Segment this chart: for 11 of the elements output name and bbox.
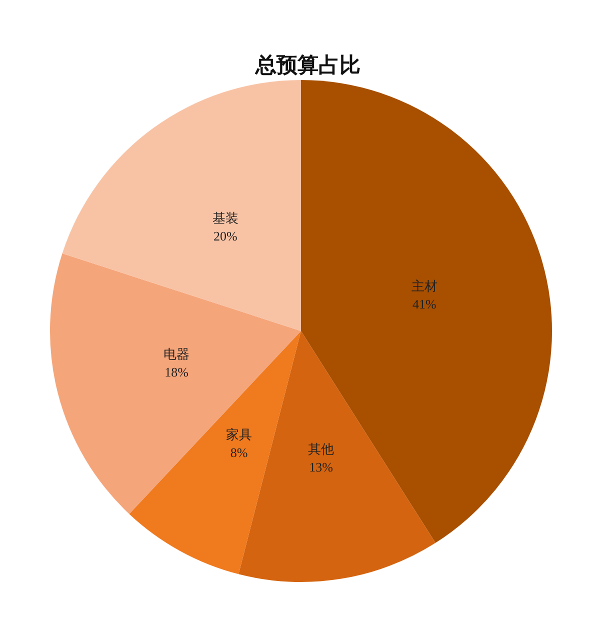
data-label: 41%: [412, 296, 436, 312]
slice-label: 基装: [212, 210, 238, 226]
slice-label: 电器: [164, 346, 190, 362]
slice-label: 家具: [226, 427, 252, 442]
data-label: 20%: [214, 228, 238, 244]
data-label: 13%: [309, 459, 334, 474]
data-label: 8%: [230, 445, 248, 460]
chart-title: 总预算占比: [254, 54, 360, 77]
slice-label: 主材: [411, 278, 438, 294]
slice-label: 其他: [308, 441, 334, 456]
data-label: 18%: [164, 364, 189, 380]
